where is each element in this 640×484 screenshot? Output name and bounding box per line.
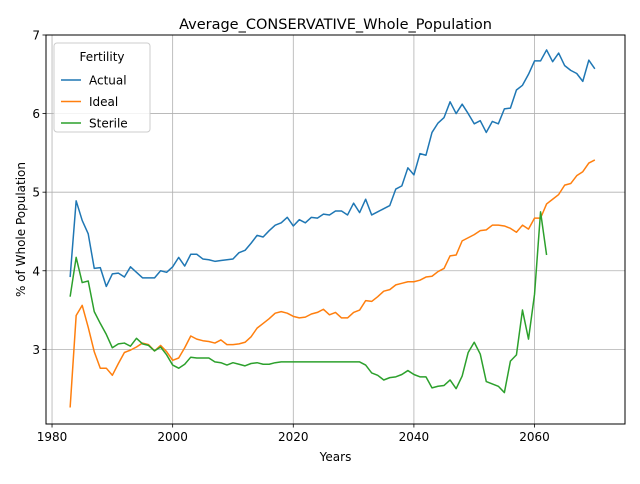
x-tick-label: 2020 <box>278 430 309 444</box>
y-tick-label: 5 <box>32 186 40 200</box>
y-axis-label: % of Whole Population <box>14 162 28 297</box>
x-tick-label: 2060 <box>519 430 550 444</box>
legend-label-actual: Actual <box>89 74 127 88</box>
y-tick-label: 4 <box>32 264 40 278</box>
y-tick-label: 3 <box>32 343 40 357</box>
x-tick-label: 2040 <box>399 430 430 444</box>
y-tick-label: 7 <box>32 29 40 43</box>
x-tick-label: 2000 <box>157 430 188 444</box>
legend-label-sterile: Sterile <box>89 117 128 131</box>
chart-title: Average_CONSERVATIVE_Whole_Population <box>179 17 492 33</box>
x-axis-label: Years <box>319 450 352 464</box>
legend: Fertility Actual Ideal Sterile <box>54 43 150 132</box>
legend-title: Fertility <box>79 50 124 64</box>
y-tick-label: 6 <box>32 107 40 121</box>
x-tick-label: 1980 <box>37 430 68 444</box>
legend-label-ideal: Ideal <box>89 95 118 109</box>
